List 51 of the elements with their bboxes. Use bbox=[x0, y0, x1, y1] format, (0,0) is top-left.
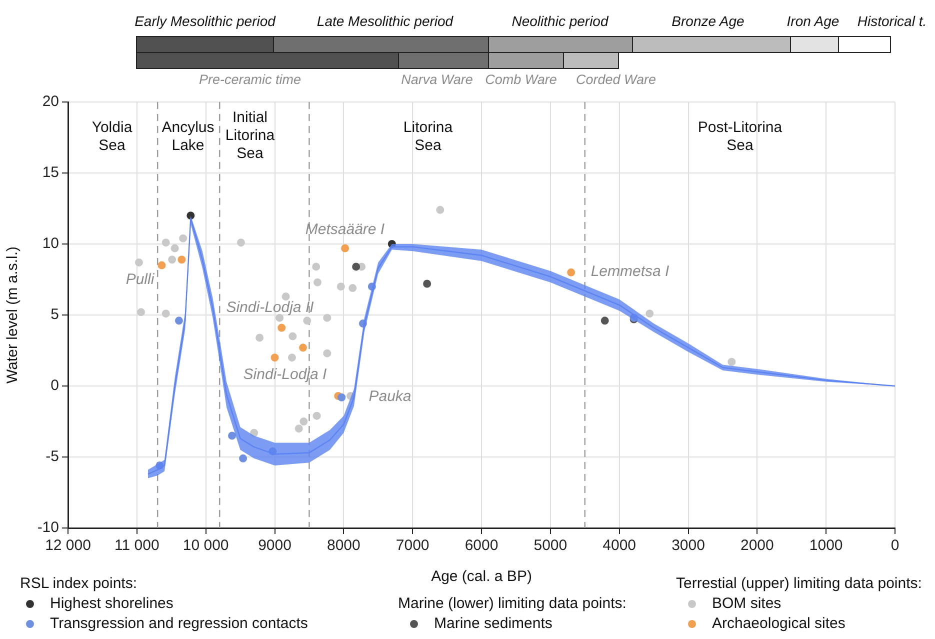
x-axis-title: Age (cal. a BP) bbox=[431, 568, 532, 586]
text: Late Mesolithic period bbox=[316, 12, 454, 30]
annotation: Pauka bbox=[368, 388, 412, 406]
y-tick-label: 20 bbox=[42, 93, 59, 110]
annotation: Initial Litorina Sea bbox=[225, 109, 275, 163]
text: Bronze Age bbox=[672, 12, 744, 30]
annotation: Sindi-Lodja II bbox=[226, 299, 314, 317]
legend-label: Marine sediments bbox=[433, 614, 554, 634]
x-tick-label: 3000 bbox=[672, 537, 705, 554]
x-tick-label: 11 000 bbox=[114, 537, 160, 554]
annotation: Sindi-Lodja I bbox=[243, 366, 327, 384]
text: Terrestial (upper) limiting data points: bbox=[676, 574, 922, 594]
annotation: Litorina Sea bbox=[403, 119, 453, 155]
legend-label: Transgression and regression contacts bbox=[49, 614, 308, 634]
x-tick-label: 1000 bbox=[809, 537, 843, 554]
y-tick-label: 15 bbox=[42, 164, 59, 182]
y-tick-label: 5 bbox=[50, 306, 59, 324]
x-tick-label: 9000 bbox=[258, 537, 292, 554]
text: Corded Ware bbox=[576, 71, 656, 89]
x-tick-label: 5000 bbox=[534, 537, 568, 554]
x-tick-label: 8000 bbox=[326, 537, 360, 554]
text: Iron Age bbox=[786, 12, 840, 30]
legend-label: Highest shorelines bbox=[49, 594, 174, 614]
text: Marine (lower) limiting data points: bbox=[398, 594, 626, 614]
x-tick-label: 0 bbox=[890, 537, 900, 554]
legend-label: Archaeological sites bbox=[711, 614, 846, 634]
x-tick-label: 7000 bbox=[396, 537, 430, 554]
annotation: Ancylus Lake bbox=[162, 119, 214, 155]
annotation: Metsaääre I bbox=[305, 221, 385, 239]
y-tick-label: 0 bbox=[50, 377, 59, 394]
text: Narva Ware bbox=[401, 71, 473, 89]
text: Early Mesolithic period bbox=[134, 12, 276, 30]
y-tick-label: -10 bbox=[37, 519, 59, 536]
text: Comb Ware bbox=[485, 71, 557, 89]
text: RSL index points: bbox=[20, 574, 138, 594]
y-tick-label: 10 bbox=[42, 235, 59, 252]
x-tick-label: 6000 bbox=[464, 537, 498, 554]
legend-label: BOM sites bbox=[711, 594, 782, 614]
annotation: Lemmetsa I bbox=[590, 263, 670, 281]
annotation: Post-Litorina Sea bbox=[698, 119, 782, 155]
annotation: Yoldia Sea bbox=[92, 119, 132, 155]
x-tick-label: 10 000 bbox=[182, 537, 229, 554]
text: Pre-ceramic time bbox=[198, 71, 302, 89]
annotation: Pulli bbox=[126, 271, 154, 289]
text: Neolithic period bbox=[512, 12, 608, 30]
y-axis-title: Water level (m a.s.l.) bbox=[4, 246, 22, 384]
x-tick-label: 4000 bbox=[602, 537, 636, 554]
x-tick-label: 2000 bbox=[740, 537, 774, 554]
x-tick-label: 12 000 bbox=[45, 537, 91, 554]
y-tick-label: -5 bbox=[46, 448, 59, 466]
text: Historical t. bbox=[857, 12, 927, 30]
